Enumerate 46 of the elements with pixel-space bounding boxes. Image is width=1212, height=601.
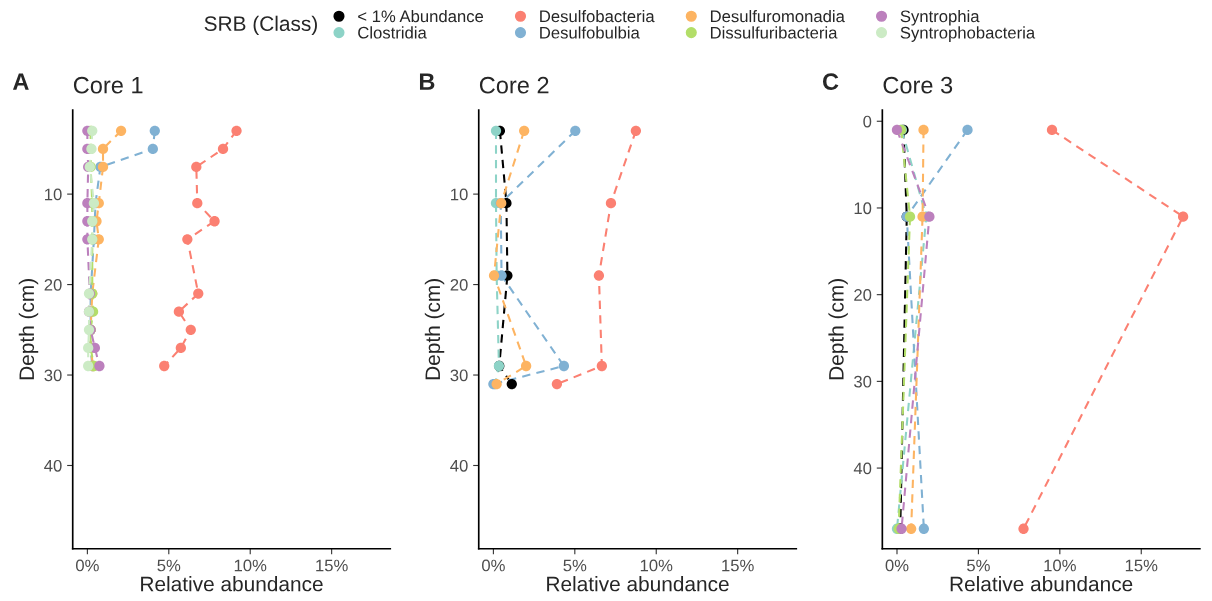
x-tick-label: 15%	[1125, 559, 1158, 572]
y-tick-label: 30	[854, 375, 872, 388]
x-tick-label: 5%	[967, 559, 990, 572]
x-tick-label: 5%	[563, 559, 587, 572]
legend-label: Clostridia	[358, 26, 427, 39]
y-tick-label: 0	[863, 115, 872, 128]
text: C	[822, 73, 839, 90]
x-axis-title: Relative abundance	[547, 576, 729, 592]
y-tick-label: 40	[44, 459, 62, 472]
y-tick-label: 10	[854, 202, 872, 215]
y-tick-label: 40	[853, 462, 872, 475]
x-tick-label: 0%	[482, 559, 505, 572]
y-tick-label: 10	[45, 188, 62, 201]
chart-title: Core 2	[479, 76, 549, 94]
text: B	[419, 73, 435, 90]
legend-label: Syntrophia	[900, 10, 980, 26]
y-axis-title: Depth (cm)	[828, 279, 848, 380]
chart-title: Core 1	[73, 76, 143, 94]
y-axis-title: Depth (cm)	[424, 279, 445, 380]
y-tick-label: 20	[854, 289, 872, 301]
legend-label: < 1% Abundance	[358, 10, 484, 23]
chart-title: Core 3	[883, 76, 953, 94]
legend-label: Dissulfuribacteria	[710, 26, 838, 39]
x-tick-label: 10%	[640, 559, 673, 572]
x-tick-label: 5%	[157, 559, 181, 572]
y-tick-label: 30	[44, 369, 62, 382]
legend-label: Desulfobulbia	[540, 26, 640, 39]
x-tick-label: 0%	[75, 559, 99, 572]
x-tick-label: 10%	[1044, 559, 1076, 572]
legend-label: Desulfuromonadia	[710, 10, 845, 23]
x-axis-title: Relative abundance	[950, 576, 1133, 592]
text: A	[12, 73, 29, 90]
y-tick-label: 30	[450, 369, 468, 382]
legend-label: Desulfobacteria	[540, 10, 655, 23]
y-tick-label: 20	[44, 278, 62, 291]
x-axis-title: Relative abundance	[141, 576, 323, 592]
x-tick-label: 0%	[885, 559, 909, 572]
legend-title: SRB (Class)	[204, 15, 317, 36]
legend-label: Syntrophobacteria	[900, 26, 1036, 42]
y-tick-label: 20	[450, 278, 468, 291]
x-tick-label: 15%	[316, 559, 348, 572]
y-tick-label: 40	[450, 459, 468, 472]
x-tick-label: 10%	[234, 559, 267, 572]
y-axis-title: Depth (cm)	[18, 279, 39, 380]
y-tick-label: 10	[451, 188, 468, 201]
x-tick-label: 15%	[722, 559, 754, 572]
